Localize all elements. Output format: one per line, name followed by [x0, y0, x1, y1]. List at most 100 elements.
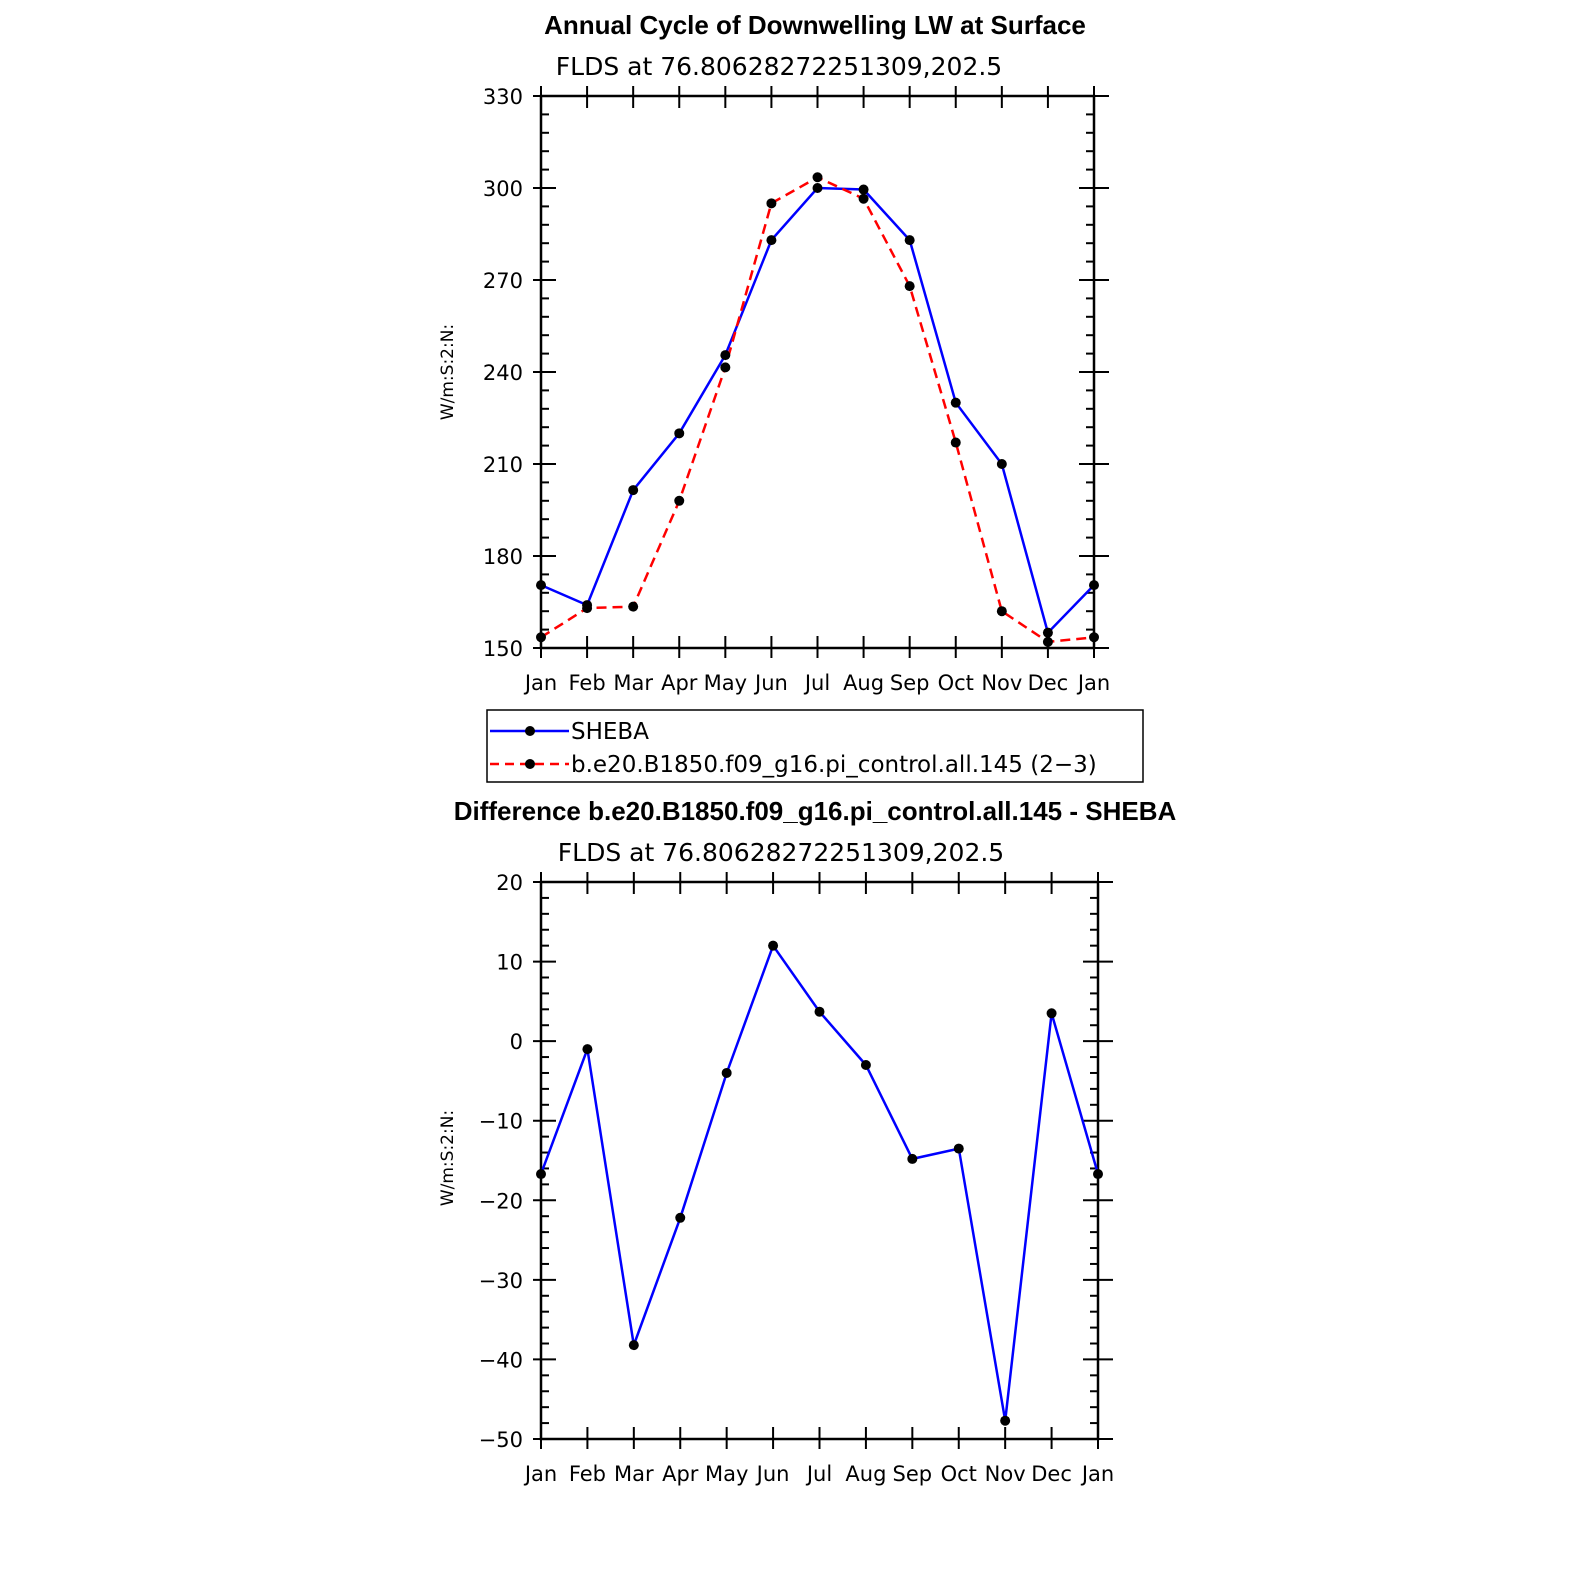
legend-label-sheba: SHEBA — [571, 719, 649, 745]
data-point-0 — [1000, 1415, 1011, 1426]
x-tick-label: Jun — [755, 1462, 790, 1486]
y-tick-label: −50 — [479, 1428, 523, 1452]
data-point-0 — [766, 235, 777, 246]
data-point-0 — [1042, 627, 1053, 638]
plot-area: −50 −40 −30 −20 −10 0 10 20 Jan Feb Mar Apr May Jun Ju… — [479, 871, 1115, 1486]
y-axis-label: W/m:S:2:N: — [438, 1110, 458, 1206]
data-point-0 — [953, 1143, 964, 1154]
y-tick-label: 210 — [483, 453, 523, 477]
x-tick-label: Sep — [890, 671, 930, 695]
x-tick-label: Jun — [753, 671, 788, 695]
data-point-1 — [1089, 632, 1099, 643]
series-layer — [536, 172, 1099, 647]
x-tick-label: Jan — [1076, 671, 1110, 695]
y-tick-label: −30 — [479, 1269, 523, 1293]
data-point-1 — [674, 495, 685, 506]
series-line-0 — [539, 943, 1100, 1421]
y-tick-label: 300 — [483, 177, 523, 201]
data-point-1 — [904, 281, 915, 292]
x-tick-label: Mar — [613, 671, 653, 695]
x-tick-label: Apr — [661, 671, 698, 695]
chart-subtitle: FLDS at 76.80628272251309,202.5 — [558, 838, 1004, 867]
data-point-0 — [536, 580, 546, 591]
x-tick-label: Nov — [981, 671, 1022, 695]
data-point-0 — [1089, 580, 1099, 591]
data-point-0 — [674, 428, 685, 439]
data-point-0 — [907, 1153, 918, 1164]
y-tick-label: −20 — [479, 1189, 523, 1213]
y-tick-label: 10 — [496, 951, 523, 975]
data-point-0 — [814, 1006, 825, 1017]
x-tick-label: Jan — [1080, 1462, 1114, 1486]
x-tick-label: Feb — [569, 1462, 606, 1486]
y-tick-label: 330 — [483, 85, 523, 109]
series-line-0 — [540, 186, 1095, 636]
data-point-1 — [536, 632, 546, 643]
data-point-0 — [721, 1067, 732, 1078]
series-layer — [536, 940, 1103, 1426]
data-point-0 — [536, 1169, 546, 1180]
legend-box — [486, 709, 1144, 783]
chart-title: Annual Cycle of Downwelling LW at Surfac… — [544, 10, 1086, 40]
data-point-0 — [628, 1340, 639, 1351]
y-tick-label: −10 — [479, 1110, 523, 1134]
y-tick-label: 20 — [496, 871, 523, 895]
y-tick-label: 270 — [483, 269, 523, 293]
data-point-1 — [720, 362, 731, 373]
legend-marker-sheba — [525, 726, 535, 736]
data-point-0 — [1046, 1008, 1057, 1019]
data-point-0 — [582, 1044, 593, 1055]
x-tick-label: Apr — [662, 1462, 699, 1486]
annual-cycle-panel: Annual Cycle of Downwelling LW at Surfac… — [438, 10, 1110, 695]
data-point-0 — [996, 459, 1007, 469]
plot-area: 150 180 210 240 270 300 330 Jan Feb Mar Apr May Jun J… — [483, 85, 1110, 695]
legend-label-model: b.e20.B1850.f09_g16.pi_control.all.145 (… — [571, 752, 1097, 778]
plot-frame — [539, 880, 1100, 1441]
y-tick-label: 0 — [510, 1030, 523, 1054]
chart-subtitle: FLDS at 76.80628272251309,202.5 — [556, 52, 1002, 81]
chart-title: Difference b.e20.B1850.f09_g16.pi_contro… — [454, 796, 1177, 826]
data-point-0 — [950, 397, 961, 408]
data-point-0 — [860, 1060, 871, 1071]
data-point-0 — [904, 235, 915, 246]
data-point-0 — [720, 350, 731, 361]
data-point-0 — [812, 183, 823, 193]
x-tick-label: Dec — [1031, 1462, 1072, 1486]
data-point-1 — [1042, 636, 1053, 647]
data-point-1 — [858, 193, 869, 204]
x-tick-label: Aug — [845, 1462, 886, 1486]
data-point-0 — [768, 940, 779, 951]
data-point-0 — [1093, 1169, 1103, 1180]
data-point-1 — [812, 172, 823, 183]
y-tick-label: 180 — [483, 545, 523, 569]
data-point-1 — [766, 198, 777, 209]
x-tick-label: Aug — [843, 671, 884, 695]
y-tick-label: 240 — [483, 361, 523, 385]
legend: SHEBA b.e20.B1850.f09_g16.pi_control.all… — [486, 709, 1144, 783]
x-tick-label: Oct — [941, 1462, 977, 1486]
x-tick-label: May — [705, 1462, 748, 1486]
x-tick-label: Jul — [805, 1462, 832, 1486]
y-axis-label: W/m:S:2:N: — [438, 324, 458, 420]
x-tick-label: Sep — [893, 1462, 933, 1486]
x-tick-label: Jul — [803, 671, 830, 695]
x-tick-label: Dec — [1028, 671, 1069, 695]
data-point-0 — [858, 184, 869, 195]
data-point-1 — [628, 601, 639, 612]
difference-panel: Difference b.e20.B1850.f09_g16.pi_contro… — [438, 796, 1176, 1486]
data-point-1 — [950, 437, 961, 448]
data-point-1 — [582, 603, 593, 614]
data-point-0 — [675, 1212, 686, 1223]
x-tick-label: Nov — [985, 1462, 1026, 1486]
legend-marker-model — [525, 759, 535, 769]
x-tick-label: Feb — [568, 671, 605, 695]
y-tick-label: −40 — [479, 1348, 523, 1372]
y-tick-label: 150 — [483, 637, 523, 661]
data-point-0 — [628, 485, 639, 496]
x-tick-label: Jan — [523, 671, 557, 695]
data-point-1 — [996, 606, 1007, 617]
x-tick-label: Oct — [938, 671, 974, 695]
x-tick-label: Mar — [614, 1462, 654, 1486]
x-tick-label: May — [704, 671, 747, 695]
